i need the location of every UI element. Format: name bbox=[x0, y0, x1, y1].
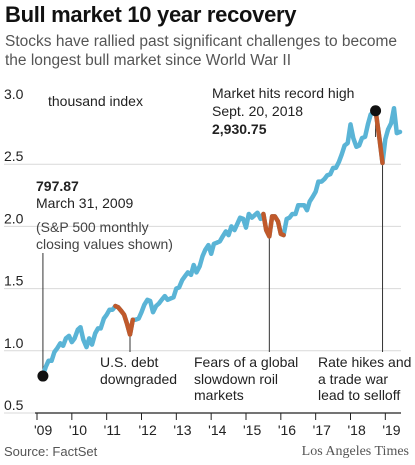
annotation-peak-1: Market hits record high bbox=[212, 85, 354, 101]
annotation-debt-1: U.S. debt bbox=[100, 354, 158, 370]
annotation-debt-2: downgraded bbox=[100, 371, 177, 387]
annotation-rate-2: a trade war bbox=[318, 371, 388, 387]
source-note: Source: FactSet bbox=[4, 444, 98, 459]
x-tick-label: '16 bbox=[278, 422, 296, 438]
y-tick-label: 3.0 bbox=[4, 86, 24, 102]
annotation-start-note-1: (S&P 500 monthly bbox=[36, 219, 149, 235]
x-tick-label: '12 bbox=[138, 422, 156, 438]
series-lines bbox=[40, 105, 403, 378]
y-tick-label: 1.5 bbox=[4, 273, 24, 289]
y-tick-label: 1.0 bbox=[4, 335, 24, 351]
annotation-fears-2: slowdown roil bbox=[194, 371, 278, 387]
x-tick-label: '13 bbox=[173, 422, 191, 438]
x-tick-label: '09 bbox=[34, 422, 52, 438]
publisher-credit: Los Angeles Times bbox=[301, 444, 409, 459]
point-marker bbox=[370, 105, 382, 117]
y-tick-labels: 3.0 2.5 2.0 1.5 1.0 0.5 bbox=[4, 86, 24, 413]
annotation-peak-value: 2,930.75 bbox=[212, 121, 267, 137]
y-tick-label: 0.5 bbox=[4, 397, 24, 413]
annotation-fears-1: Fears of a global bbox=[194, 354, 298, 370]
line-chart: 3.0 2.5 2.0 1.5 1.0 0.5 thousand index '09 '10… bbox=[4, 85, 411, 438]
y-tick-label: 2.5 bbox=[4, 148, 24, 164]
selloff-segment bbox=[113, 303, 136, 337]
point-marker bbox=[37, 370, 49, 382]
chart-subtitle: Stocks have rallied past significant cha… bbox=[5, 33, 398, 69]
x-tick-label: '19 bbox=[382, 422, 400, 438]
y-unit-label: thousand index bbox=[48, 93, 143, 109]
y-tick-label: 2.0 bbox=[4, 210, 24, 226]
annotation-leaders bbox=[42, 110, 384, 376]
x-tick-label: '18 bbox=[347, 422, 365, 438]
annotation-rate-1: Rate hikes and bbox=[318, 354, 411, 370]
point-markers bbox=[37, 105, 382, 382]
annotation-start-note-2: closing values shown) bbox=[36, 236, 173, 252]
annotation-start-value: 797.87 bbox=[36, 178, 79, 194]
selloff-segment bbox=[373, 108, 385, 166]
x-tick-label: '10 bbox=[69, 422, 87, 438]
annotation-start-date: March 31, 2009 bbox=[36, 195, 133, 211]
x-tick-label: '15 bbox=[243, 422, 261, 438]
x-tick-label: '11 bbox=[104, 422, 121, 438]
annotation-rate-3: lead to selloff bbox=[318, 387, 400, 403]
annotation-fears-3: markets bbox=[194, 387, 244, 403]
annotation-peak-2: Sept. 20, 2018 bbox=[212, 103, 303, 119]
chart-title: Bull market 10 year recovery bbox=[5, 2, 297, 27]
x-tick-label: '14 bbox=[208, 422, 226, 438]
x-axis: '09 '10 '11 '12 '13 '14 '15 '16 '17 '18 '19 bbox=[34, 412, 401, 438]
selloff-segment bbox=[261, 211, 286, 239]
series-line bbox=[40, 105, 403, 378]
x-tick-label: '17 bbox=[313, 422, 331, 438]
